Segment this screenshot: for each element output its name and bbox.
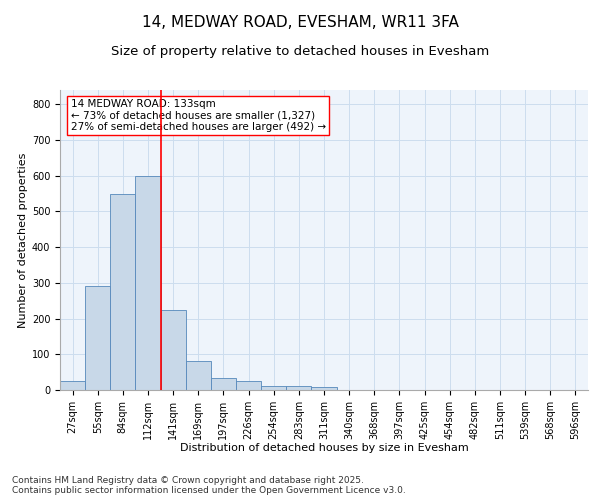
Bar <box>186 362 211 390</box>
X-axis label: Distribution of detached houses by size in Evesham: Distribution of detached houses by size … <box>179 444 469 454</box>
Text: Contains HM Land Registry data © Crown copyright and database right 2025.
Contai: Contains HM Land Registry data © Crown c… <box>12 476 406 495</box>
Bar <box>311 387 337 390</box>
Bar <box>110 194 136 390</box>
Bar <box>60 381 85 390</box>
Text: 14, MEDWAY ROAD, EVESHAM, WR11 3FA: 14, MEDWAY ROAD, EVESHAM, WR11 3FA <box>142 15 458 30</box>
Bar <box>286 386 311 390</box>
Bar <box>236 381 261 390</box>
Bar <box>85 286 110 390</box>
Bar <box>161 310 186 390</box>
Bar <box>211 378 236 390</box>
Y-axis label: Number of detached properties: Number of detached properties <box>17 152 28 328</box>
Text: Size of property relative to detached houses in Evesham: Size of property relative to detached ho… <box>111 45 489 58</box>
Text: 14 MEDWAY ROAD: 133sqm
← 73% of detached houses are smaller (1,327)
27% of semi-: 14 MEDWAY ROAD: 133sqm ← 73% of detached… <box>71 99 326 132</box>
Bar <box>136 176 161 390</box>
Bar <box>261 386 286 390</box>
